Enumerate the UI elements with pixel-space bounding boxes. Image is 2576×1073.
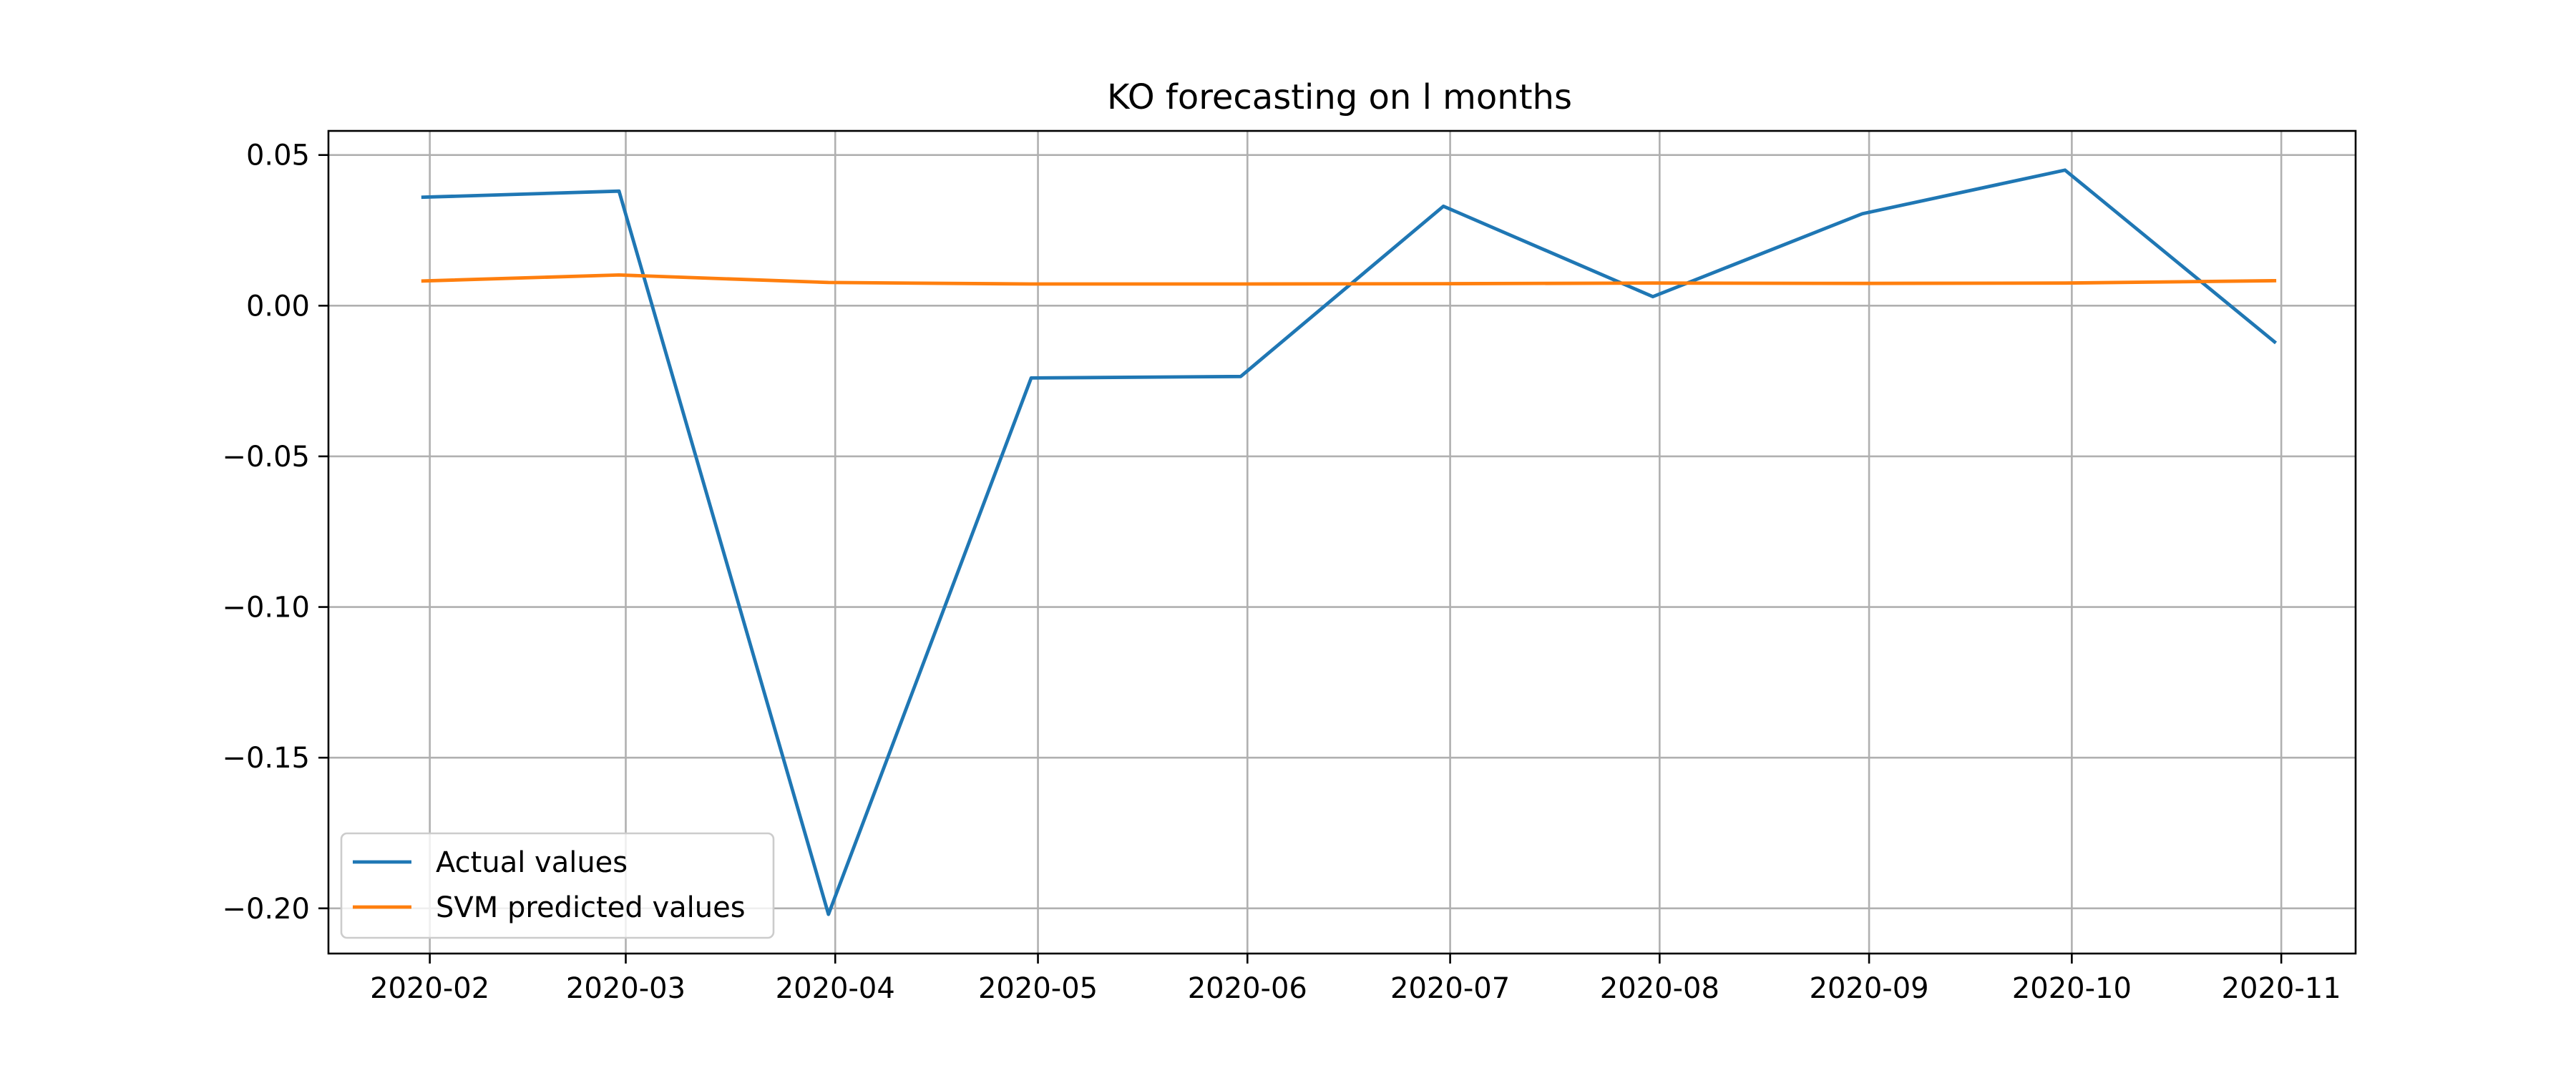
x-tick-label: 2020-10 [2012,972,2132,1005]
x-tick-label: 2020-09 [1810,972,1929,1005]
x-tick-label: 2020-06 [1188,972,1307,1005]
x-tick-label: 2020-04 [776,972,895,1005]
x-tick-label: 2020-11 [2222,972,2341,1005]
legend-label: SVM predicted values [436,891,746,924]
chart-title: KO forecasting on l months [1107,77,1572,117]
y-tick-label: −0.20 [222,893,310,926]
legend-box [340,832,775,939]
x-tick-label: 2020-03 [566,972,686,1005]
series-line-2 [421,273,2277,286]
y-tick-label: −0.10 [222,592,310,624]
legend: Actual values SVM predicted values [340,832,775,939]
series-lines [421,168,2278,916]
y-tick-label: −0.05 [222,441,310,474]
axis-ticks: 2020-02 2020-03 2020-04 2020-05 2020-06 2020-… [222,139,2341,1005]
x-tick-label: 2020-07 [1390,972,1510,1005]
x-tick-label: 2020-05 [978,972,1098,1005]
axes-frame [327,129,2357,955]
x-tick-label: 2020-02 [370,972,489,1005]
y-tick-label: 0.00 [246,290,310,323]
y-tick-label: −0.15 [222,742,310,775]
legend-label: Actual values [436,846,628,879]
y-tick-label: 0.05 [246,139,310,172]
series-line-1 [421,168,2278,916]
x-tick-label: 2020-08 [1600,972,1719,1005]
